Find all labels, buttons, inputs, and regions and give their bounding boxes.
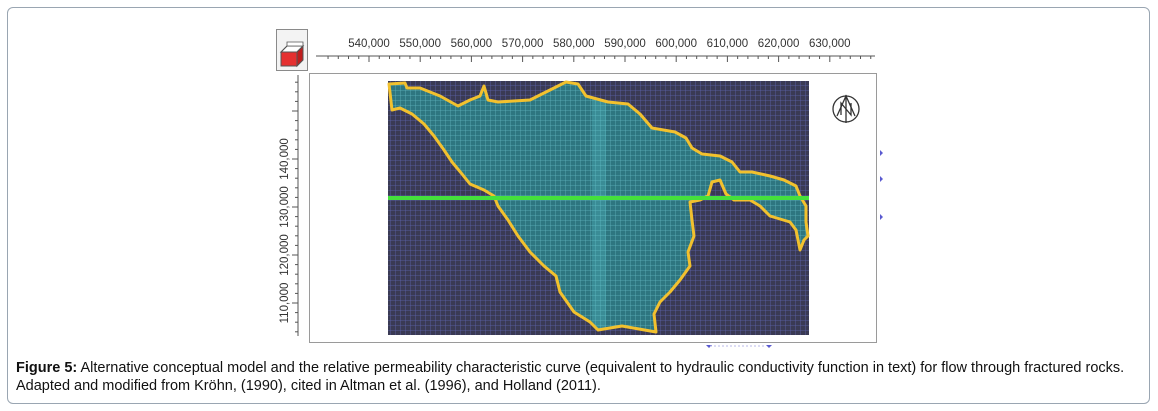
x-tick-label: 610,000 — [707, 38, 749, 50]
right-edge-markers — [880, 150, 883, 220]
y-tick-label: 110,000 — [279, 283, 291, 324]
x-tick-label: 600,000 — [655, 38, 697, 50]
y-tick-label: 130,000 — [279, 186, 291, 228]
y-tick-label: 120,000 — [279, 234, 291, 276]
figure-caption: Figure 5: Alternative conceptual model a… — [16, 359, 1142, 395]
x-tick-label: 620,000 — [758, 38, 800, 50]
model-domain — [389, 82, 808, 332]
x-tick-label: 550,000 — [399, 38, 441, 50]
x-tick-label: 590,000 — [604, 38, 646, 50]
bottom-edge-markers — [706, 345, 772, 348]
y-tick-label: 140,000 — [279, 138, 291, 180]
x-tick-label: 570,000 — [502, 38, 544, 50]
north-arrow-icon — [832, 94, 860, 123]
model-box-icon[interactable] — [276, 29, 308, 71]
caption-label: Figure 5: — [16, 360, 78, 376]
caption-text: Alternative conceptual model and the rel… — [16, 360, 1125, 394]
x-tick-label: 540,000 — [348, 38, 390, 50]
model-boundary — [387, 80, 810, 334]
x-tick-label: 630,000 — [809, 38, 851, 50]
x-tick-label: 580,000 — [553, 38, 595, 50]
x-tick-label: 560,000 — [451, 38, 493, 50]
highlight-column — [592, 82, 606, 332]
